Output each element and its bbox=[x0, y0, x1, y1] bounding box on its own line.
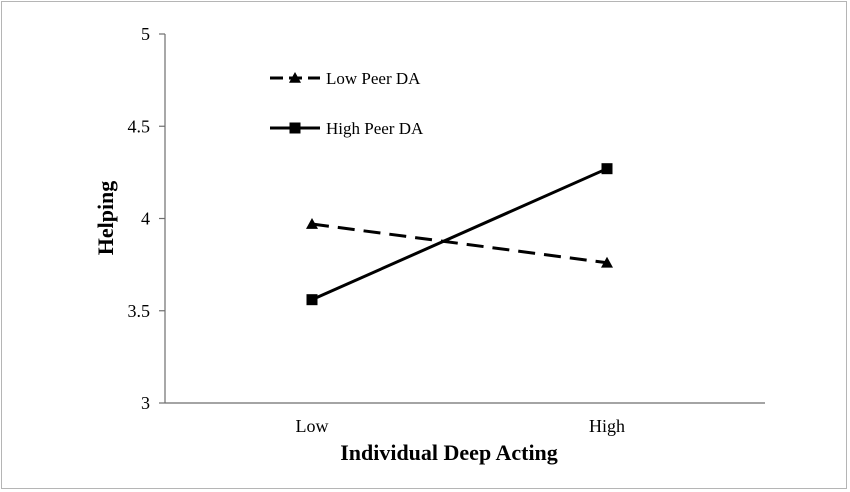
legend-marker bbox=[289, 72, 301, 83]
data-point-marker bbox=[306, 218, 318, 229]
x-axis-title: Individual Deep Acting bbox=[340, 440, 558, 465]
legend: Low Peer DA High Peer DA bbox=[270, 69, 424, 138]
legend-item: High Peer DA bbox=[270, 119, 424, 138]
series-group bbox=[306, 163, 613, 306]
legend-marker bbox=[289, 122, 301, 134]
legend-item: Low Peer DA bbox=[270, 69, 421, 88]
y-tick-label: 3 bbox=[141, 393, 150, 413]
legend-label: Low Peer DA bbox=[326, 69, 421, 88]
series-0 bbox=[306, 218, 613, 268]
x-tick-label: Low bbox=[296, 416, 329, 436]
series-line bbox=[311, 167, 608, 302]
y-ticks: 3 3.5 4 4.5 5 bbox=[128, 24, 165, 413]
series-1 bbox=[306, 163, 613, 306]
y-tick-label: 4.5 bbox=[128, 116, 151, 136]
data-point-marker bbox=[601, 256, 613, 268]
y-tick-label: 3.5 bbox=[128, 301, 151, 321]
y-tick-label: 5 bbox=[141, 24, 150, 44]
x-tick-label: High bbox=[589, 416, 625, 436]
data-point-marker bbox=[306, 294, 318, 306]
axes bbox=[164, 34, 765, 404]
x-ticks: Low High bbox=[296, 416, 626, 436]
legend-label: High Peer DA bbox=[326, 119, 424, 138]
y-axis-title: Helping bbox=[93, 181, 118, 256]
data-point-marker bbox=[601, 163, 613, 175]
series-line bbox=[311, 222, 608, 265]
y-tick-label: 4 bbox=[141, 209, 150, 229]
